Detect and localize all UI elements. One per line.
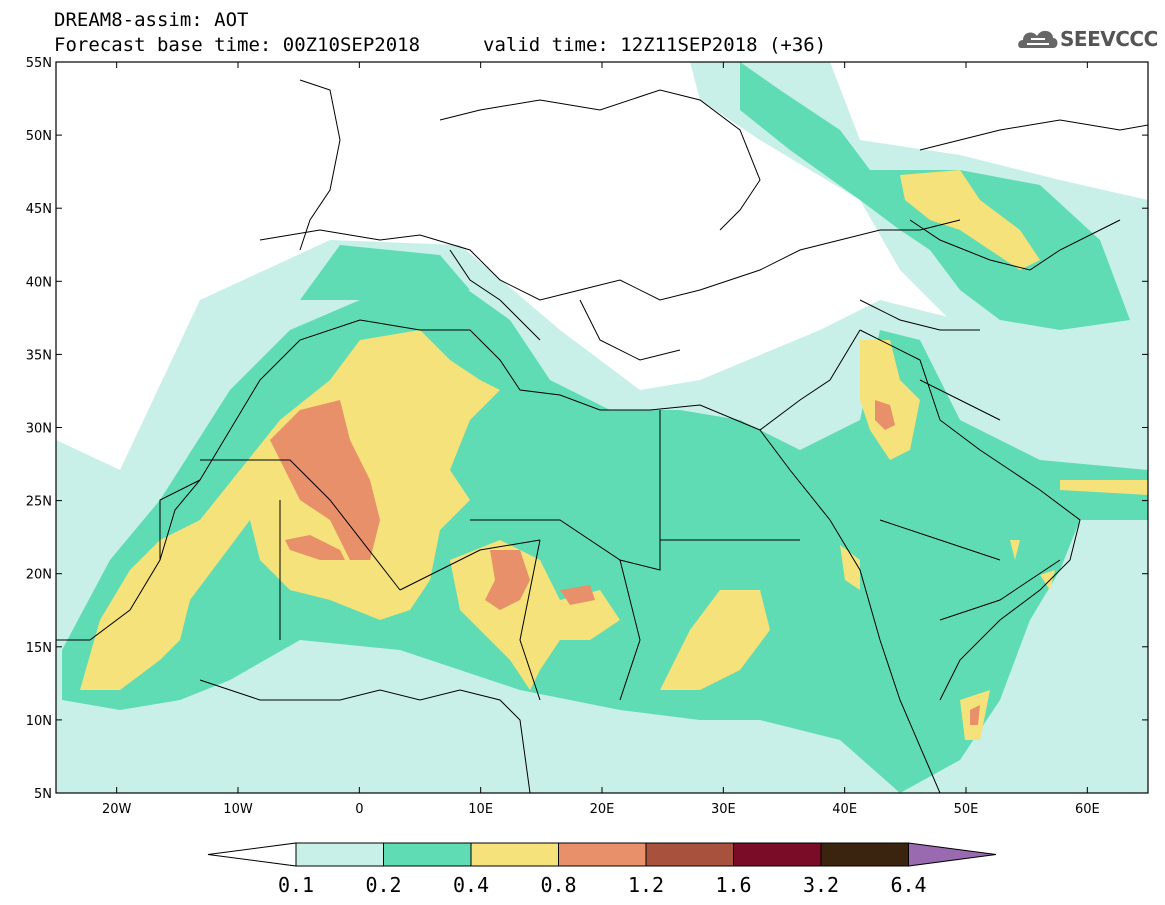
valid-time: valid time: 12Z11SEP2018 (+36) xyxy=(483,34,827,56)
colorbar-segment xyxy=(820,842,909,867)
lat-label: 15N xyxy=(26,641,52,656)
colorbar-label: 0.8 xyxy=(540,873,577,897)
logo-text: SEEVCCC xyxy=(1060,27,1158,51)
colorbar-segment xyxy=(645,842,734,867)
lat-label: 55N xyxy=(26,56,52,71)
lon-label: 20E xyxy=(590,802,615,817)
map-title: DREAM8-assim: AOT xyxy=(54,9,249,31)
aot-fields xyxy=(56,62,1148,793)
colorbar-segment xyxy=(470,842,559,867)
colorbar-segment xyxy=(908,842,997,867)
lon-label: 10W xyxy=(223,802,253,817)
colorbar-segment xyxy=(558,842,647,867)
lat-label: 30N xyxy=(26,422,52,437)
colorbar-segment xyxy=(207,842,297,867)
aot-field-0.8 xyxy=(270,400,980,725)
colorbar-label: 3.2 xyxy=(802,873,840,897)
lon-label: 20W xyxy=(102,802,132,817)
lon-label: 60E xyxy=(1075,802,1100,817)
coastlines xyxy=(56,79,1148,793)
lat-label: 20N xyxy=(26,568,52,583)
lon-label: 50E xyxy=(954,802,979,817)
colorbar-segment xyxy=(383,842,472,867)
colorbar-label: 1.6 xyxy=(715,873,752,897)
lat-label: 10N xyxy=(26,714,52,729)
colorbar-label: 0.1 xyxy=(277,873,315,897)
colorbar-label: 0.4 xyxy=(452,873,490,897)
colorbar xyxy=(207,842,997,867)
lon-label: 30E xyxy=(711,802,736,817)
colorbar-segment xyxy=(733,842,822,867)
lon-label: 0 xyxy=(355,802,363,817)
lat-label: 40N xyxy=(26,275,52,290)
aot-field-0.4 xyxy=(80,170,1148,740)
lat-label: 35N xyxy=(26,348,52,363)
cloud-logo-icon xyxy=(1018,30,1058,48)
lat-label: 45N xyxy=(26,202,52,217)
colorbar-segment xyxy=(295,842,384,867)
lat-label: 25N xyxy=(26,495,52,510)
lon-label: 40E xyxy=(832,802,857,817)
colorbar-label: 6.4 xyxy=(890,873,927,897)
lat-label: 5N xyxy=(34,787,52,802)
lon-label: 10E xyxy=(468,802,493,817)
axis-ticks: 55N 50N 45N 40N 35N 30N 25N 20N 15N 10N 5N 20W 10W 0 1… xyxy=(26,56,1148,817)
lat-label: 50N xyxy=(26,129,52,144)
colorbar-label: 1.2 xyxy=(627,873,665,897)
colorbar-label: 0.2 xyxy=(365,873,402,897)
base-time: Forecast base time: 00Z10SEP2018 xyxy=(54,34,421,56)
